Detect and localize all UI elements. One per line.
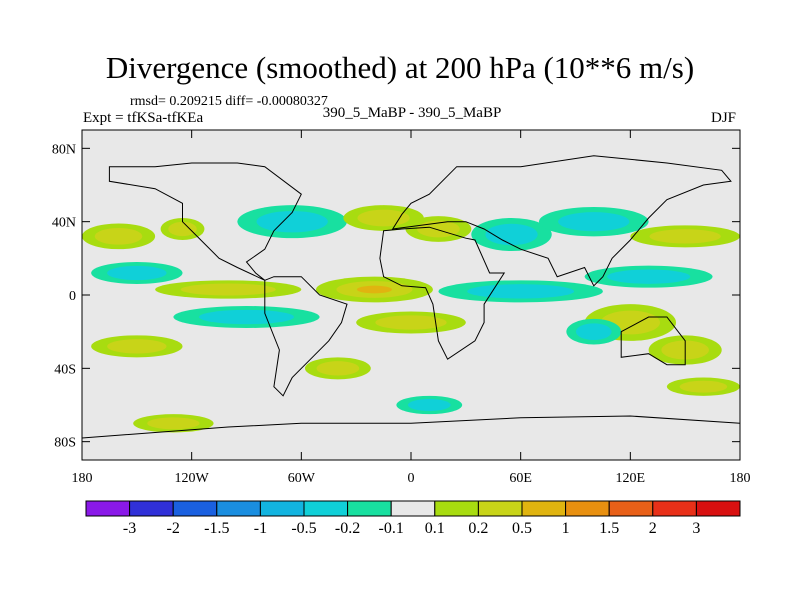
colorbar-swatch xyxy=(695,500,741,517)
divergence-feature xyxy=(147,417,200,430)
colorbar-label: -3 xyxy=(123,520,136,537)
divergence-feature xyxy=(467,284,575,299)
x-tick-label: 180 xyxy=(72,471,93,486)
colorbar-label: -2 xyxy=(167,520,180,537)
cases-label: 390_5_MaBP - 390_5_MaBP xyxy=(322,105,502,121)
divergence-feature xyxy=(407,399,451,411)
y-tick-label: 0 xyxy=(69,289,76,304)
colorbar-label: 1.5 xyxy=(599,520,619,537)
colorbar-swatch xyxy=(347,500,392,517)
continent-outline xyxy=(264,276,348,397)
divergence-feature xyxy=(575,323,612,341)
colorbar-label: 1 xyxy=(562,520,570,537)
divergence-feature xyxy=(107,339,167,354)
colorbar-label: 0.1 xyxy=(425,520,445,537)
y-tick-label: 80N xyxy=(52,142,76,157)
divergence-feature xyxy=(316,361,360,376)
divergence-feature xyxy=(180,283,276,296)
divergence-feature xyxy=(168,221,197,237)
divergence-feature xyxy=(679,380,728,393)
divergence-feature xyxy=(357,209,410,227)
divergence-feature xyxy=(198,309,295,325)
colorbar-swatch xyxy=(652,500,697,517)
continent-outline xyxy=(82,415,740,460)
colorbar-swatch xyxy=(477,500,523,517)
divergence-feature xyxy=(485,223,538,246)
x-tick-label: 120W xyxy=(175,471,210,486)
x-tick-label: 0 xyxy=(408,471,415,486)
stats-text: rmsd= 0.209215 diff= -0.00080327 xyxy=(130,94,328,109)
colorbar-swatch xyxy=(216,500,261,517)
colorbar-label: 0.2 xyxy=(468,520,488,537)
colorbar: -3 -2 -1.5 -1 -0.5 -0.2 -0.1 0.1 0.2 0.5 1 1.5 2 3 xyxy=(85,500,741,537)
y-tick-label: 40N xyxy=(52,216,76,231)
y-tick-label: 80S xyxy=(54,436,76,451)
experiment-label: Expt = tfKSa-tfKEa xyxy=(83,110,204,126)
colorbar-label: -0.5 xyxy=(291,520,316,537)
colorbar-label: 2 xyxy=(649,520,657,537)
colorbar-swatch xyxy=(259,500,305,517)
season-label: DJF xyxy=(711,110,737,126)
divergence-feature xyxy=(356,285,392,294)
colorbar-swatch xyxy=(390,500,436,517)
colorbar-label: 3 xyxy=(692,520,700,537)
colorbar-swatch xyxy=(434,500,479,517)
divergence-feature xyxy=(107,265,167,281)
continent-outline xyxy=(379,226,506,360)
continent-outline xyxy=(108,162,302,281)
x-tick-label: 120E xyxy=(616,471,646,486)
divergence-feature xyxy=(649,229,721,244)
divergence-feature xyxy=(375,315,447,330)
divergence-feature xyxy=(607,269,691,284)
colorbar-swatch xyxy=(565,500,610,517)
chart-title: Divergence (smoothed) at 200 hPa (10**6 … xyxy=(105,50,695,85)
colorbar-swatch xyxy=(303,500,349,517)
colorbar-label: -1 xyxy=(254,520,267,537)
colorbar-label: -0.2 xyxy=(335,520,360,537)
y-tick-label: 40S xyxy=(54,362,76,377)
continent-outline xyxy=(391,155,732,287)
colorbar-label: -0.1 xyxy=(379,520,404,537)
colorbar-swatch xyxy=(172,500,218,517)
colorbar-label: 0.5 xyxy=(512,520,532,537)
continent-outline xyxy=(620,316,686,366)
x-axis: 180 120W 60W 0 60E 120E 180 xyxy=(72,130,751,486)
colorbar-swatch xyxy=(608,500,654,517)
y-axis: 80N 40N 0 40S 80S xyxy=(52,142,740,451)
colorbar-swatch xyxy=(85,500,131,517)
colorbar-label: -1.5 xyxy=(204,520,229,537)
divergence-features xyxy=(82,205,740,433)
colorbar-swatch xyxy=(129,500,174,517)
divergence-feature xyxy=(256,210,328,233)
divergence-feature xyxy=(558,212,630,232)
colorbar-swatch xyxy=(521,500,567,517)
continent-outlines xyxy=(82,155,740,460)
x-tick-label: 180 xyxy=(730,471,751,486)
x-tick-label: 60E xyxy=(509,471,532,486)
divergence-feature xyxy=(94,227,143,245)
x-tick-label: 60W xyxy=(288,471,316,486)
